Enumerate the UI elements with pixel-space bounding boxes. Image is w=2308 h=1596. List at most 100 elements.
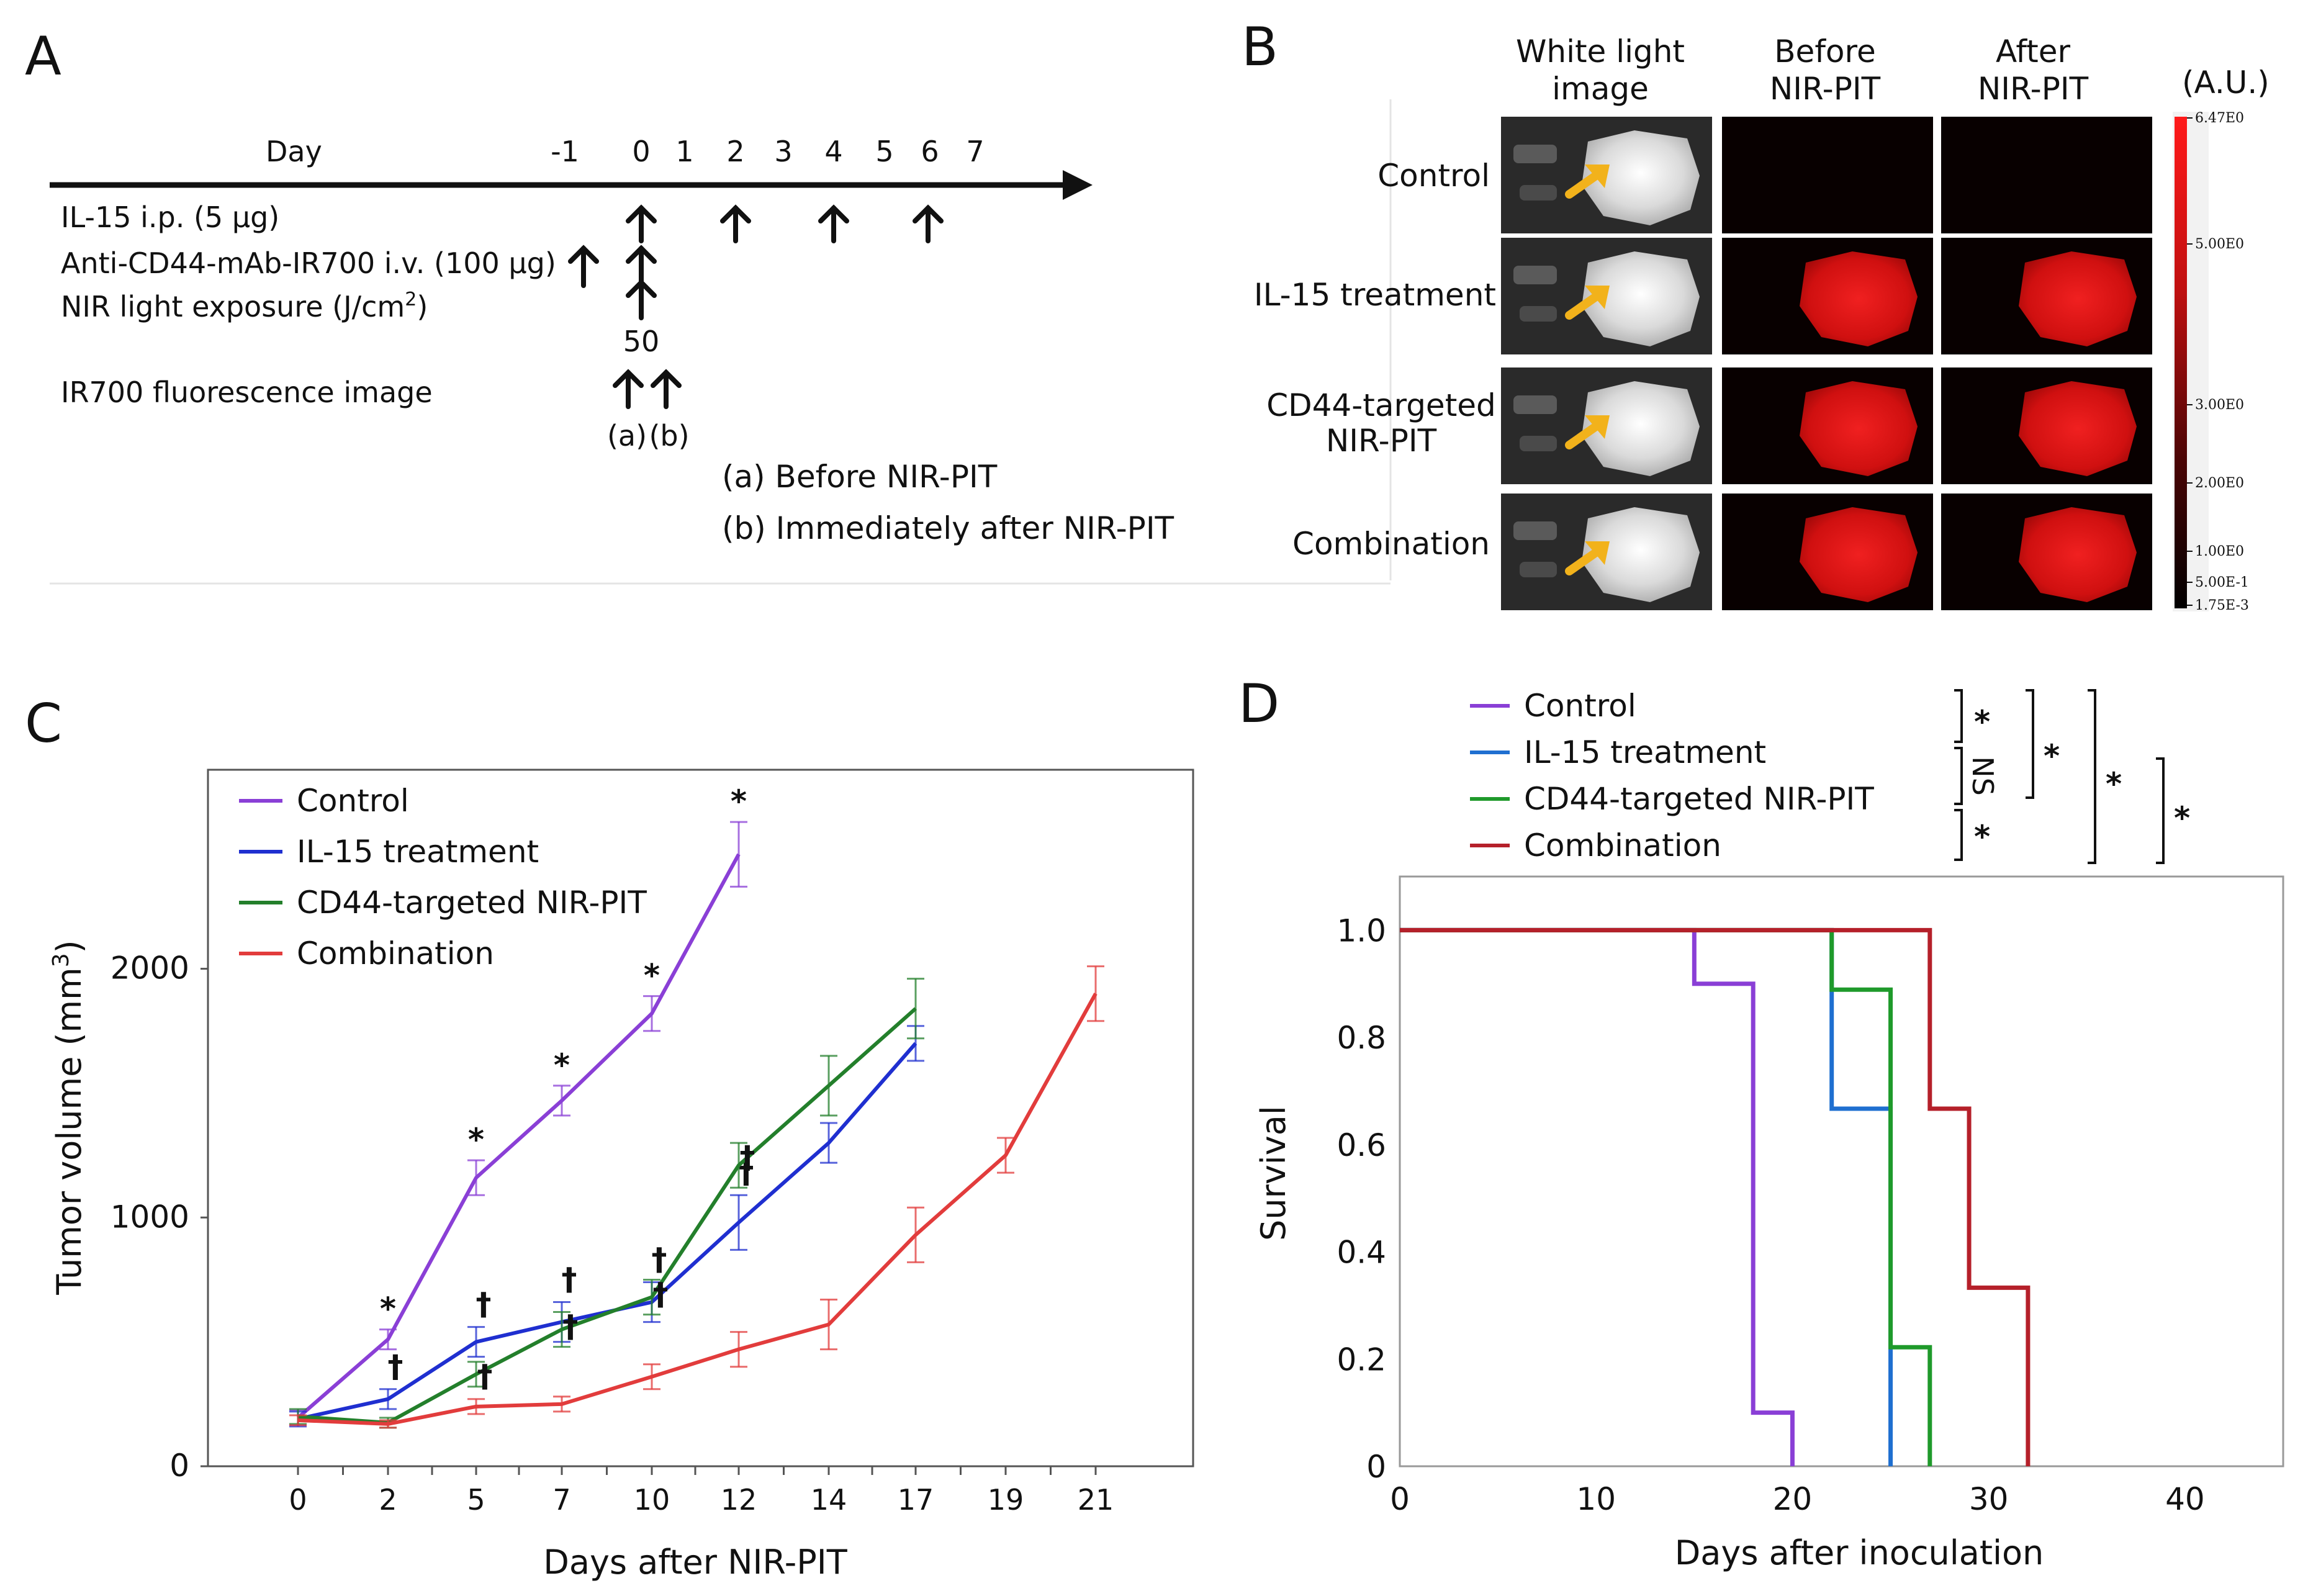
day-tick: 6 [921, 135, 939, 168]
axis-ticks: 0 2 5 7 10 12 14 17 19 21 0 1000 2000 [110, 950, 1114, 1517]
schedule-arrows [568, 204, 944, 409]
y-tick-label: 1000 [110, 1199, 189, 1235]
row-ir700-image: IR700 fluorescence image [61, 376, 433, 409]
image-grid [1501, 117, 2152, 610]
arrow-icon [818, 204, 849, 243]
timeline-arrowhead [1063, 170, 1093, 200]
significance-bracket [2156, 757, 2165, 864]
significance-mark: * [731, 783, 747, 819]
significance-mark: * [2106, 766, 2122, 802]
x-tick-label: 21 [1078, 1483, 1114, 1517]
tumor-white [1582, 381, 1700, 476]
y-tick-label: 1.0 [1337, 913, 1386, 949]
legend-label: Control [297, 783, 409, 819]
column-header: After NIR-PIT [1978, 34, 2089, 107]
significance-mark: * [468, 1122, 484, 1158]
before-nir-pit-image [1722, 117, 1933, 233]
legend-label: Combination [1524, 827, 1721, 863]
day-tick: 1 [675, 135, 693, 168]
mouse-body-shadow [1513, 395, 1557, 414]
x-axis-label: Days after NIR-PIT [543, 1543, 847, 1582]
panel-a-letter: A [25, 25, 61, 88]
significance-mark: † [476, 1286, 492, 1322]
x-tick-label: 12 [721, 1483, 757, 1517]
series-line [297, 853, 741, 1420]
row-nir-light: NIR light exposure (J/cm2) [61, 289, 428, 323]
day-tick: 4 [824, 135, 842, 168]
plot-frame [1399, 875, 2284, 1468]
series-line [297, 993, 1098, 1426]
x-tick-label: 10 [634, 1483, 670, 1517]
x-tick-label: 14 [811, 1483, 847, 1517]
tumor-fluorescence [2019, 251, 2137, 346]
legend-label: IL-15 treatment [1524, 734, 1766, 770]
legend-label: CD44-targeted NIR-PIT [297, 885, 647, 921]
significance-mark: † [740, 1139, 755, 1175]
scale-tick-label: 3.00E0 [2195, 397, 2244, 413]
panel-c-letter: C [25, 693, 62, 755]
significance-mark: NS [1966, 756, 1999, 796]
yellow-arrow-head-icon [1585, 415, 1610, 439]
survival-curve [1400, 927, 1932, 1466]
mouse-body-shadow [1513, 145, 1557, 163]
column-header: Before NIR-PIT [1770, 34, 1881, 107]
x-tick-label: 20 [1773, 1481, 1813, 1517]
tumor-fluorescence [1800, 507, 1918, 602]
significance-mark: † [563, 1309, 579, 1345]
panel-a: A Day -1 0 1 2 3 4 5 6 7 IL-15 i.p. (5 μ… [25, 25, 1391, 585]
y-axis-label: Tumor volume (mm3) [48, 940, 89, 1296]
significance-mark: * [380, 1291, 396, 1327]
tumor-fluorescence [2019, 507, 2137, 602]
arrow-icon [626, 204, 657, 243]
arrow-icon [720, 204, 751, 243]
yellow-arrow-head-icon [1585, 541, 1610, 565]
column-header: White light image [1516, 34, 1685, 107]
survival-curve [1400, 927, 1795, 1466]
row-il15: IL-15 i.p. (5 μg) [61, 201, 279, 234]
arrow-icon [613, 369, 644, 409]
legend: Control IL-15 treatment CD44-targeted NIR-… [1470, 688, 1874, 863]
x-tick-label: 2 [379, 1483, 397, 1517]
y-tick-label: 0.4 [1337, 1235, 1386, 1271]
x-tick-label: 10 [1576, 1481, 1616, 1517]
tumor-fluorescence [2019, 381, 2137, 476]
y-tick-label: 0.2 [1337, 1341, 1386, 1377]
y-tick-label: 0 [169, 1448, 189, 1484]
significance-mark: * [2174, 800, 2190, 836]
mouse-body-shadow [1513, 521, 1557, 540]
x-tick-label: 19 [988, 1483, 1024, 1517]
tumor-white [1582, 507, 1700, 602]
panel-b-letter: B [1242, 16, 1278, 78]
legend-label: IL-15 treatment [297, 834, 539, 870]
note-b: (b) Immediately after NIR-PIT [722, 510, 1174, 546]
scale-tick-label: 5.00E0 [2195, 237, 2244, 252]
significance-mark: † [653, 1276, 669, 1312]
tag-a: (a) [607, 419, 647, 453]
y-tick-label: 0.8 [1337, 1020, 1386, 1056]
x-axis-label: Days after inoculation [1675, 1533, 2044, 1572]
scale-tick-label: 2.00E0 [2195, 476, 2244, 491]
mouse-body-shadow [1513, 266, 1557, 284]
significance-bracket [1954, 689, 1963, 743]
x-tick-label: 40 [2165, 1481, 2205, 1517]
x-tick-label: 0 [1390, 1481, 1410, 1517]
legend-label: Combination [297, 936, 494, 972]
tag-b: (b) [649, 419, 689, 453]
mouse-body-shadow [1520, 306, 1557, 322]
y-axis-label: Survival [1254, 1106, 1293, 1241]
row-label: Control [1377, 158, 1490, 194]
scale-tick-label: 6.47E0 [2195, 110, 2244, 126]
significance-mark: * [1974, 704, 1990, 740]
series-line [297, 1007, 917, 1425]
axis-ticks: 0 10 20 30 40 0 0.2 0.4 0.6 0.8 1.0 [1337, 913, 2204, 1517]
mouse-body-shadow [1520, 562, 1557, 577]
tumor-white [1582, 130, 1700, 225]
scale-tick-label: 1.75E-3 [2195, 598, 2249, 613]
significance-bracket [2088, 689, 2096, 864]
scale-tick-label: 1.00E0 [2195, 544, 2244, 559]
mouse-body-shadow [1520, 185, 1557, 201]
plot-frame [207, 769, 1194, 1468]
significance-mark: † [562, 1261, 577, 1297]
